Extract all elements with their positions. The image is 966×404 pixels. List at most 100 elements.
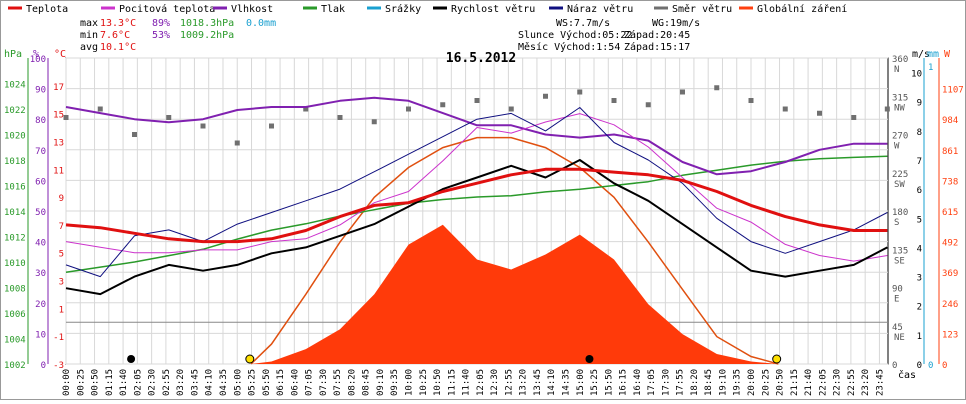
series-radiation-area (250, 224, 779, 364)
x-tick-label-48: 20:00 (747, 369, 757, 396)
wind-tick-0: 0 (917, 361, 922, 371)
humidity-tick-7: 70 (35, 147, 46, 157)
temperature-tick-0: -3 (53, 361, 64, 371)
temperature-tick-3: 3 (59, 278, 64, 288)
info-sun: Slunce Východ:05:22 (518, 29, 632, 41)
pressure-tick-8: 1018 (4, 157, 26, 167)
humidity-tick-0: 0 (41, 361, 46, 371)
x-tick-label-45: 18:45 (704, 369, 714, 396)
x-tick-label-3: 01:15 (105, 369, 115, 396)
series-line-0 (65, 155, 888, 273)
temperature-tick-5: 7 (59, 222, 64, 232)
direction-point-4 (200, 123, 206, 129)
direction-point-5 (234, 140, 240, 146)
x-tick-label-31: 12:55 (504, 369, 514, 396)
x-tick-label-19: 07:55 (333, 369, 343, 396)
stat-max-hum: 89% (152, 18, 170, 29)
wind-tick-3: 3 (917, 274, 922, 284)
x-tick-label-30: 12:30 (490, 369, 500, 396)
direction-point-11 (440, 102, 446, 108)
legend-label-6: Náraz větru (567, 3, 633, 15)
x-tick-label-11: 04:35 (219, 369, 229, 396)
pressure-tick-0: 1002 (4, 361, 26, 371)
series-line-2 (65, 113, 888, 262)
temperature-axis-unit: °C (54, 49, 66, 60)
x-tick-label-37: 15:25 (590, 369, 600, 396)
radiation-tick-1: 123 (942, 330, 958, 340)
chart-title: 16.5.2012 (446, 51, 516, 66)
x-tick-label-5: 02:05 (133, 369, 143, 396)
x-tick-label-17: 07:05 (305, 369, 315, 396)
x-tick-label-41: 17:05 (647, 369, 657, 396)
radiation-tick-9: 1107 (942, 86, 964, 96)
radiation-tick-8: 984 (942, 116, 958, 126)
stat-avg-label: avg (80, 42, 98, 53)
temperature-tick-1: -1 (53, 333, 64, 343)
x-tick-label-16: 06:40 (290, 369, 300, 396)
pressure-axis-unit: hPa (4, 49, 22, 60)
stat-min-label: min (80, 30, 98, 41)
radiation-tick-2: 246 (942, 300, 958, 310)
direction-point-22 (817, 110, 822, 116)
wind-tick-4: 4 (917, 244, 922, 254)
x-tick-label-32: 13:20 (519, 369, 529, 396)
direction-compass-7: NW (894, 103, 905, 113)
moonset-marker (585, 355, 594, 363)
x-tick-label-10: 04:10 (205, 369, 215, 396)
direction-tick-5: 225 (892, 170, 908, 180)
x-tick-label-4: 01:40 (119, 369, 129, 396)
direction-point-17 (645, 102, 651, 108)
direction-point-19 (714, 85, 720, 91)
radiation-axis-unit: W (944, 49, 951, 60)
pressure-tick-7: 1016 (4, 183, 26, 193)
x-tick-label-40: 16:40 (633, 369, 643, 396)
x-tick-label-1: 00:25 (76, 369, 86, 396)
x-tick-label-39: 16:15 (619, 369, 629, 396)
pressure-tick-3: 1008 (4, 285, 26, 295)
info-ws: WS:7.7m/s (556, 18, 610, 29)
pressure-tick-4: 1010 (4, 259, 26, 269)
radiation-tick-7: 861 (942, 147, 958, 157)
direction-tick-6: 270 (892, 132, 908, 142)
legend-label-7: Směr větru (672, 3, 732, 15)
x-tick-label-7: 02:55 (162, 369, 172, 396)
radiation-tick-0: 0 (942, 361, 947, 371)
direction-tick-1: 45 (892, 323, 903, 333)
pressure-tick-5: 1012 (4, 234, 26, 244)
radiation-tick-4: 492 (942, 239, 958, 249)
direction-compass-3: SE (894, 256, 905, 266)
stat-min-hum: 53% (152, 30, 170, 41)
direction-point-0 (63, 115, 69, 120)
temperature-tick-9: 15 (53, 111, 64, 121)
direction-point-23 (851, 115, 857, 120)
x-tick-label-6: 02:30 (148, 369, 158, 396)
stat-max-press: 1018.3hPa (180, 18, 234, 29)
x-tick-label-47: 19:35 (733, 369, 743, 396)
stat-max-label: max (80, 18, 98, 29)
sunrise-marker (245, 354, 255, 364)
x-tick-label-24: 10:00 (405, 369, 415, 396)
x-tick-label-14: 05:50 (262, 369, 272, 396)
x-tick-label-2: 00:50 (91, 369, 101, 396)
legend-label-4: Srážky (385, 3, 421, 15)
x-tick-label-57: 23:45 (875, 369, 885, 396)
direction-point-24 (884, 106, 890, 112)
x-tick-label-50: 20:50 (776, 369, 786, 396)
radiation-tick-3: 369 (942, 269, 958, 279)
pressure-tick-11: 1024 (4, 81, 26, 91)
wind-tick-9: 9 (917, 99, 922, 109)
legend-label-1: Pocitová teplota (119, 3, 215, 15)
direction-tick-2: 90 (892, 285, 903, 295)
humidity-tick-8: 80 (35, 116, 46, 126)
humidity-tick-6: 60 (35, 177, 46, 187)
temperature-tick-8: 13 (53, 138, 64, 148)
x-tick-label-18: 07:30 (319, 369, 329, 396)
direction-point-14 (543, 93, 548, 99)
x-tick-label-43: 17:55 (676, 369, 686, 396)
wind-tick-6: 6 (917, 186, 922, 196)
stat-min-press: 1009.2hPa (180, 30, 234, 41)
temperature-tick-2: 1 (59, 305, 64, 315)
info-wg: WG:19m/s (652, 18, 700, 29)
